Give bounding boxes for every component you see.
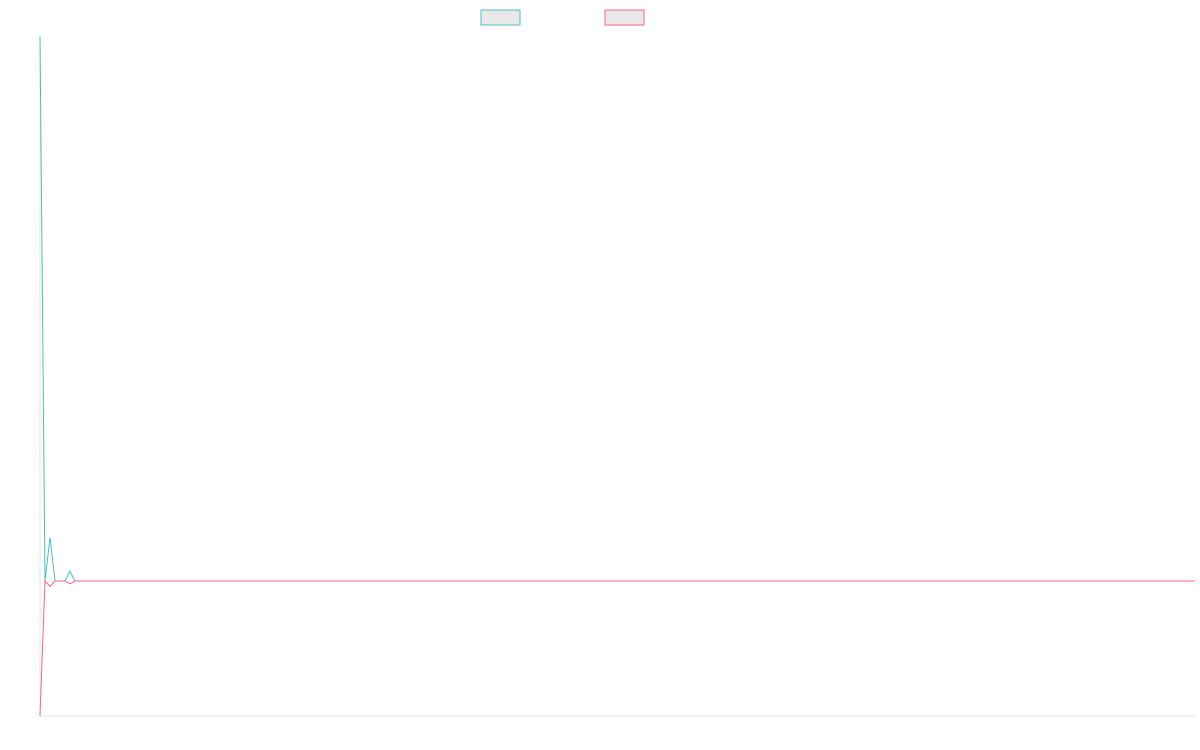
axes: [39, 36, 1195, 717]
legend: [480, 9, 645, 26]
series-layer: [39, 35, 1195, 717]
legend-swatch-1[interactable]: [480, 9, 521, 26]
series-line-1: [39, 35, 1195, 582]
legend-swatch-2[interactable]: [604, 9, 645, 26]
series-line-2: [39, 579, 1195, 717]
